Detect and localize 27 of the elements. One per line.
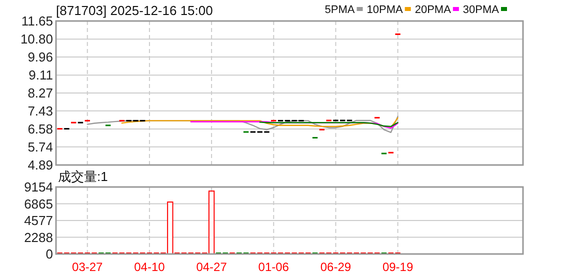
y-tick-label: 9.11 <box>28 68 53 83</box>
y-tick-label: 0 <box>46 246 53 262</box>
x-tick-label: 04-10 <box>134 260 166 274</box>
x-tick-label: 01-06 <box>258 260 290 274</box>
y-tick-label: 11.65 <box>21 14 53 28</box>
x-tick-label: 09-19 <box>382 260 414 274</box>
legend-label: 5PMA <box>324 4 356 16</box>
y-tick-label: 6.58 <box>28 122 53 136</box>
legend-label: 10PMA <box>366 4 404 16</box>
y-tick-label: 4577 <box>24 213 53 228</box>
x-tick-label: 04-27 <box>196 260 228 274</box>
y-tick-label: 9.96 <box>28 50 53 64</box>
y-tick-label: 8.27 <box>28 86 53 100</box>
y-tick-label: 4.89 <box>28 158 53 172</box>
legend-label: 30PMA <box>462 4 500 16</box>
line-series <box>121 117 398 128</box>
y-tick-label: 2288 <box>24 230 53 245</box>
legend-label: 20PMA <box>414 4 452 16</box>
y-tick-label: 7.43 <box>28 103 53 118</box>
y-tick-label: 6865 <box>24 196 53 212</box>
y-tick-label: 5.74 <box>28 139 53 154</box>
y-tick-label: 10.80 <box>20 32 53 47</box>
y-tick-label: 9154 <box>24 180 53 194</box>
chart-title: 成交量:1 <box>58 169 108 184</box>
x-tick-label: 03-27 <box>72 260 104 274</box>
chart-title: [871703] 2025-12-16 15:00 <box>56 3 213 18</box>
x-tick-label: 06-29 <box>320 260 352 274</box>
